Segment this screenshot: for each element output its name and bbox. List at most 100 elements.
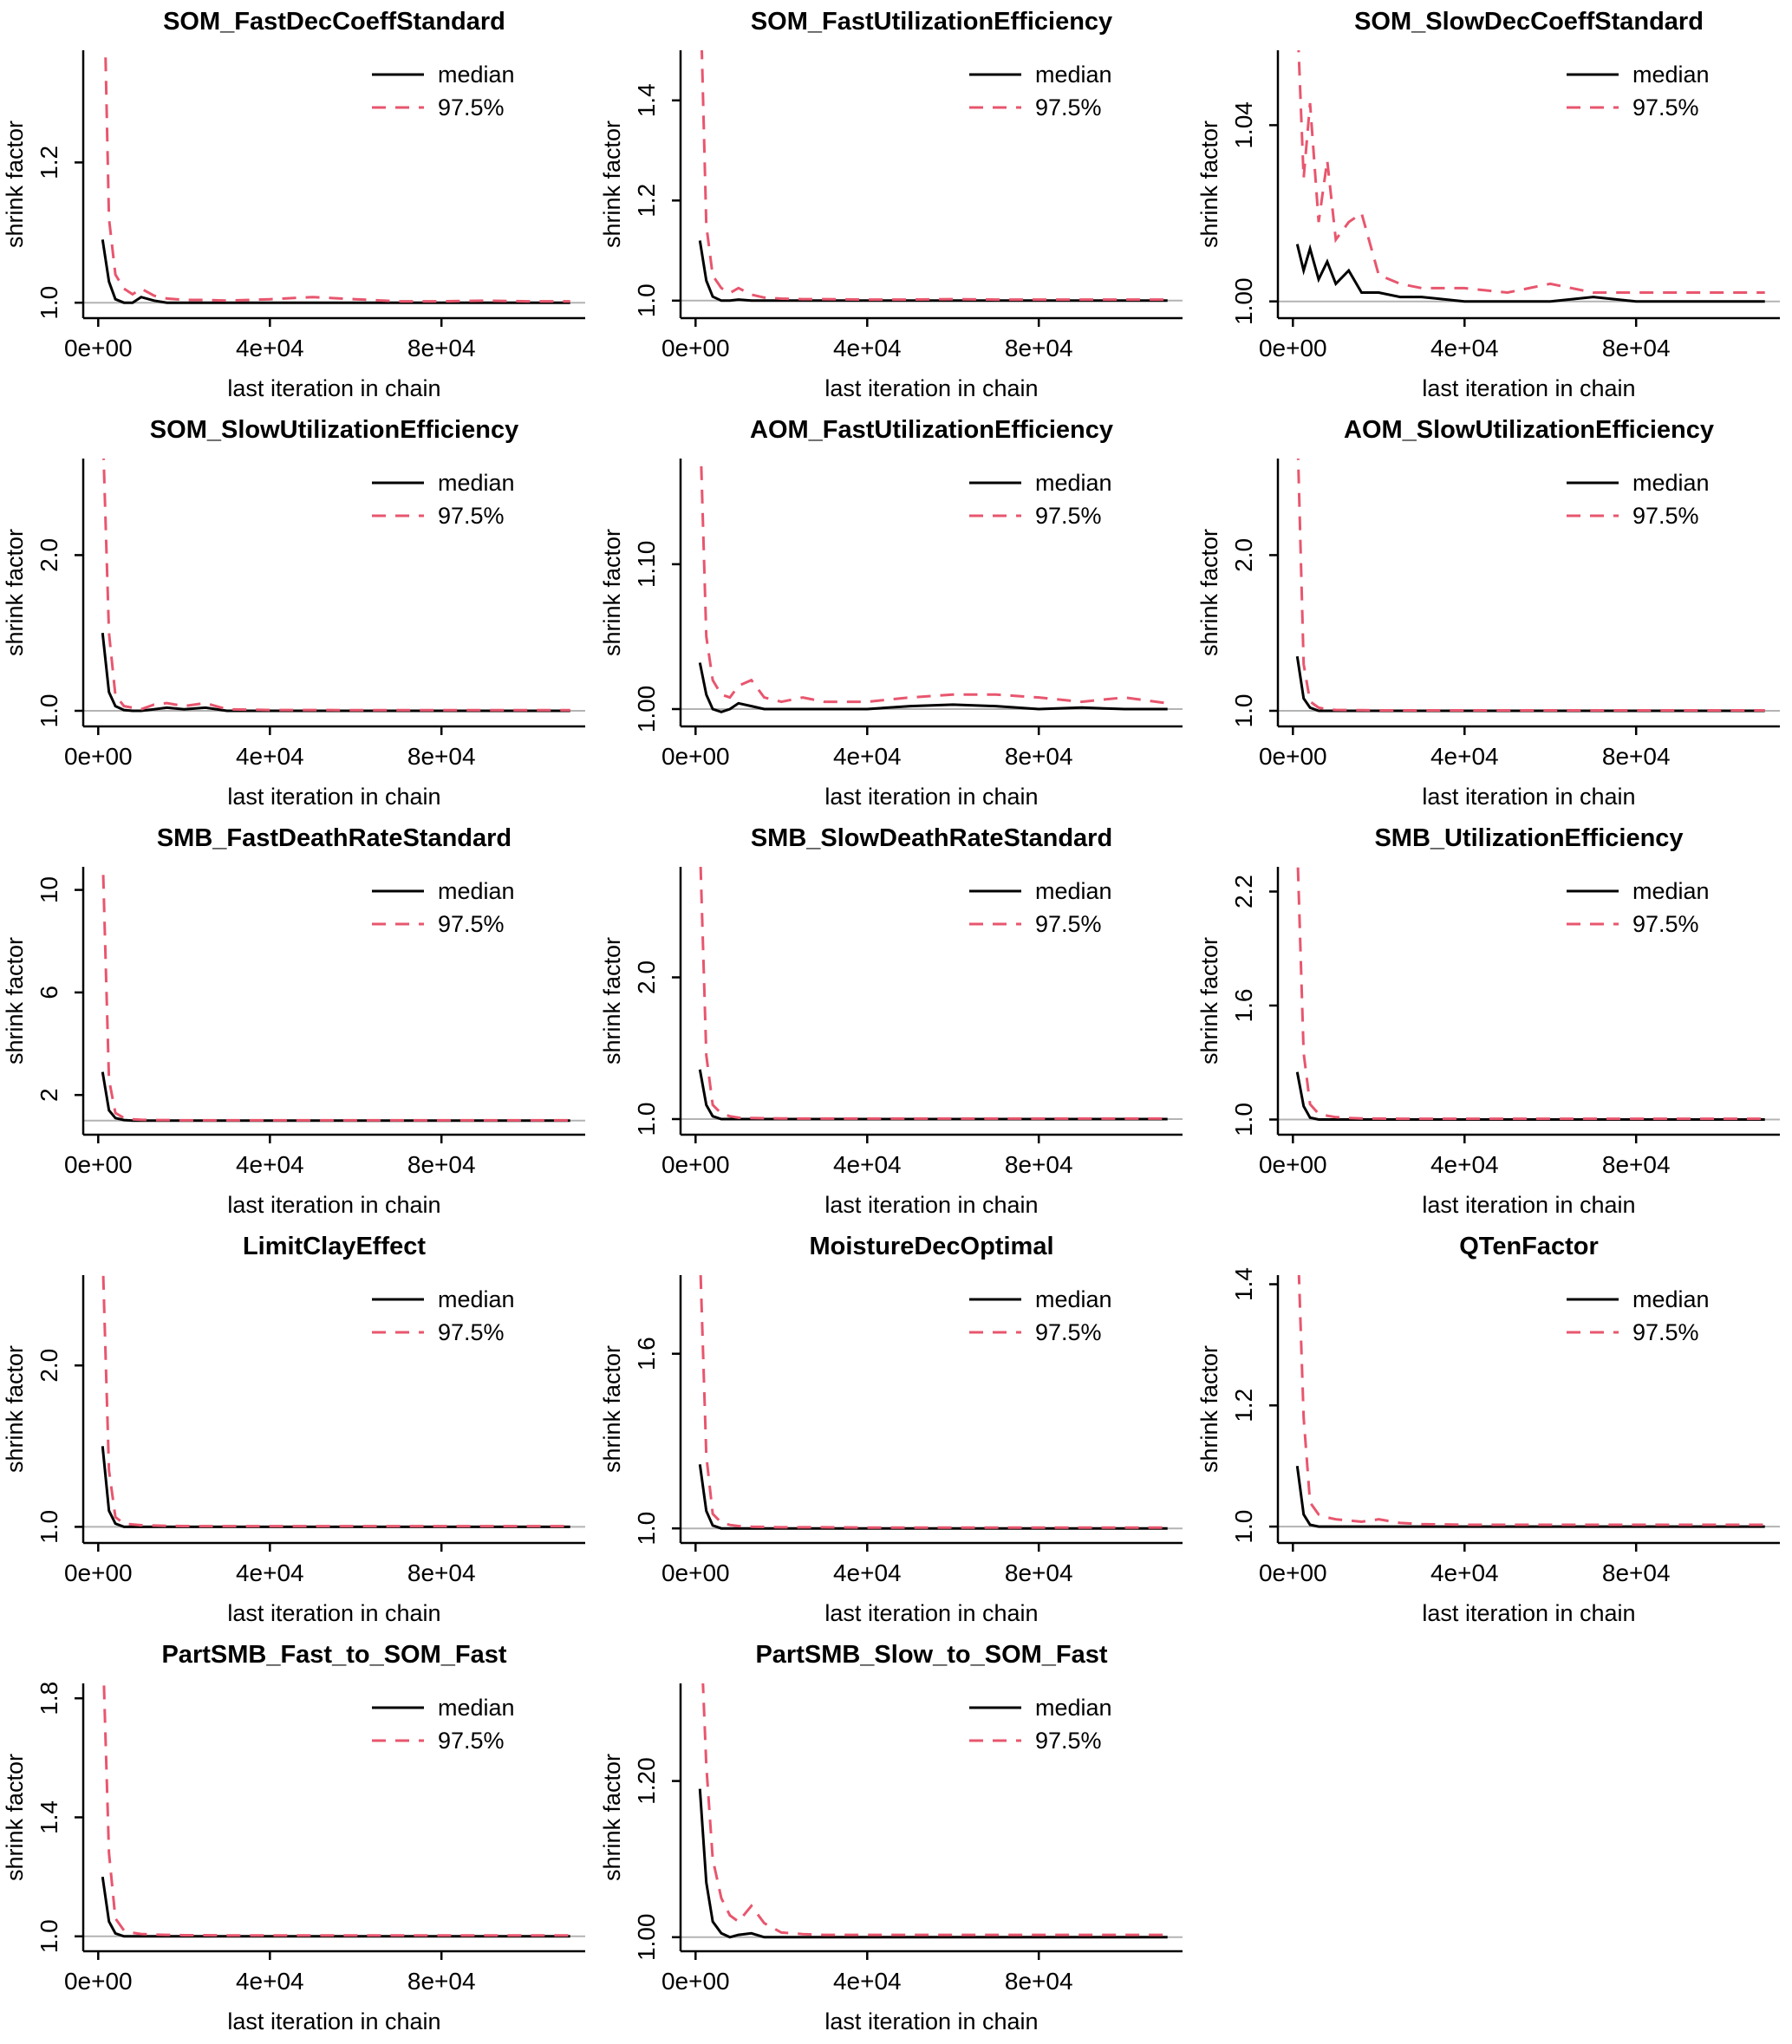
median-line [1295,655,1765,713]
x-tick-label: 8e+04 [1005,743,1073,770]
x-axis-label: last iteration in chain [1422,784,1635,810]
y-tick-label: 1.2 [1230,1389,1257,1422]
legend-median-label: median [1632,878,1710,904]
x-tick-label: 8e+04 [1005,1151,1073,1178]
median-line [1295,1071,1765,1121]
y-tick-label: 1.04 [1230,101,1257,149]
x-tick-label: 8e+04 [1602,1151,1671,1178]
legend-upper-label: 97.5% [438,1319,505,1345]
x-tick-label: 4e+04 [1430,335,1499,361]
gelman-plot: 0e+00 4e+04 8e+04 1.0 2.0 SOM_SlowUtilization… [2,416,585,810]
chart-title: LimitClayEffect [243,1233,426,1260]
y-tick-label: 1.0 [36,694,62,728]
x-tick-label: 8e+04 [1602,1559,1671,1586]
x-axis-label: last iteration in chain [227,1192,440,1218]
y-tick-label: 1.10 [633,541,660,589]
legend-upper-label: 97.5% [1035,1319,1102,1345]
y-tick-label: 1.6 [633,1337,660,1370]
chart-title: PartSMB_Fast_to_SOM_Fast [161,1641,506,1669]
x-axis-label: last iteration in chain [824,2008,1038,2034]
legend-median-label: median [438,1695,515,1721]
y-tick-label: 1.0 [633,1103,660,1136]
x-tick-label: 0e+00 [661,1151,730,1178]
gelman-plot: 0e+00 4e+04 8e+04 1.00 1.20 PartSMB_Slow_to_S… [599,1641,1183,2034]
chart-title: PartSMB_Slow_to_SOM_Fast [755,1641,1107,1669]
median-line [698,1788,1168,1939]
x-tick-label: 8e+04 [1005,335,1073,361]
x-tick-label: 0e+00 [64,1559,133,1586]
y-tick-label: 1.00 [633,1914,660,1962]
legend-upper-label: 97.5% [438,94,505,120]
x-tick-label: 0e+00 [661,1968,730,1995]
y-axis-label: shrink factor [1196,937,1222,1064]
y-tick-label: 1.4 [36,1800,62,1834]
gelman-plot-cell: 0e+00 4e+04 8e+04 1.00 1.04 SOM_SlowDecCoeffS… [1195,0,1792,408]
x-tick-label: 0e+00 [1259,335,1327,361]
x-tick-label: 4e+04 [833,335,902,361]
legend-median-label: median [1632,1286,1710,1312]
upper-quantile-line [104,50,570,303]
legend-median-label: median [1035,62,1112,88]
legend-median-label: median [438,62,515,88]
legend-median-label: median [438,470,515,496]
y-axis-label: shrink factor [2,1345,28,1473]
median-line [101,1876,570,1938]
chart-title: SMB_UtilizationEfficiency [1374,824,1683,852]
legend-median-label: median [438,878,515,904]
chart-title: QTenFactor [1459,1233,1599,1260]
x-axis-label: last iteration in chain [227,375,440,401]
chart-title: MoistureDecOptimal [810,1233,1054,1260]
y-axis-label: shrink factor [2,120,28,248]
y-tick-label: 1.2 [633,184,660,218]
median-line [101,1446,570,1528]
chart-title: SOM_SlowDecCoeffStandard [1354,8,1704,36]
y-axis-label: shrink factor [599,120,625,248]
y-tick-label: 1.0 [1230,1510,1257,1544]
y-tick-label: 1.0 [36,1919,62,1953]
x-tick-label: 8e+04 [407,743,476,770]
chart-title: SMB_FastDeathRateStandard [157,824,512,852]
gelman-plot-cell: 0e+00 4e+04 8e+04 1.00 1.20 PartSMB_Slow_to_S… [597,1633,1195,2041]
y-axis-label: shrink factor [2,937,28,1064]
x-tick-label: 8e+04 [407,1968,476,1995]
x-tick-label: 4e+04 [1430,1151,1499,1178]
upper-quantile-line [1296,459,1765,712]
legend-median-label: median [1632,62,1710,88]
chart-title: AOM_SlowUtilizationEfficiency [1344,416,1714,444]
y-axis-label: shrink factor [599,529,625,656]
upper-quantile-line [102,1683,570,1937]
y-tick-label: 6 [36,986,62,999]
legend-upper-label: 97.5% [1035,94,1102,120]
x-tick-label: 8e+04 [1602,335,1671,361]
x-axis-label: last iteration in chain [1422,375,1635,401]
gelman-plot: 0e+00 4e+04 8e+04 1.00 1.04 SOM_SlowDecCoeffS… [1196,8,1780,401]
x-tick-label: 0e+00 [1259,1559,1327,1586]
gelman-plot-cell: 0e+00 4e+04 8e+04 1.0 1.2 1.4 SOM_FastUtilizat… [597,0,1195,408]
y-tick-label: 2 [36,1088,62,1102]
x-tick-label: 0e+00 [64,335,133,361]
upper-quantile-line [1297,50,1765,295]
median-line [698,1069,1168,1121]
x-axis-label: last iteration in chain [227,2008,440,2034]
gelman-plot: 0e+00 4e+04 8e+04 1.0 1.4 1.8 PartSMB_Fast_to_… [2,1641,585,2034]
y-axis-label: shrink factor [1196,120,1222,248]
legend-upper-label: 97.5% [1632,911,1699,937]
y-tick-label: 1.0 [633,283,660,317]
legend-median-label: median [1035,470,1112,496]
legend-upper-label: 97.5% [1632,503,1699,529]
gelman-plot-cell: 0e+00 4e+04 8e+04 1.0 1.6 2.2 SMB_UtilizationE… [1195,817,1792,1225]
y-tick-label: 2.0 [36,1349,62,1383]
upper-quantile-line [102,459,570,712]
x-tick-label: 4e+04 [236,1559,304,1586]
gelman-plot-cell: 0e+00 4e+04 8e+04 1.0 2.0 SMB_SlowDeathRateSt… [597,817,1195,1225]
x-tick-label: 0e+00 [661,743,730,770]
x-tick-label: 0e+00 [661,1559,730,1586]
y-tick-label: 1.2 [36,146,62,179]
upper-quantile-line [699,1275,1168,1529]
upper-quantile-line [101,867,570,1122]
x-tick-label: 8e+04 [1602,743,1671,770]
median-line [101,633,570,713]
legend-median-label: median [1632,470,1710,496]
y-tick-label: 1.00 [633,686,660,733]
